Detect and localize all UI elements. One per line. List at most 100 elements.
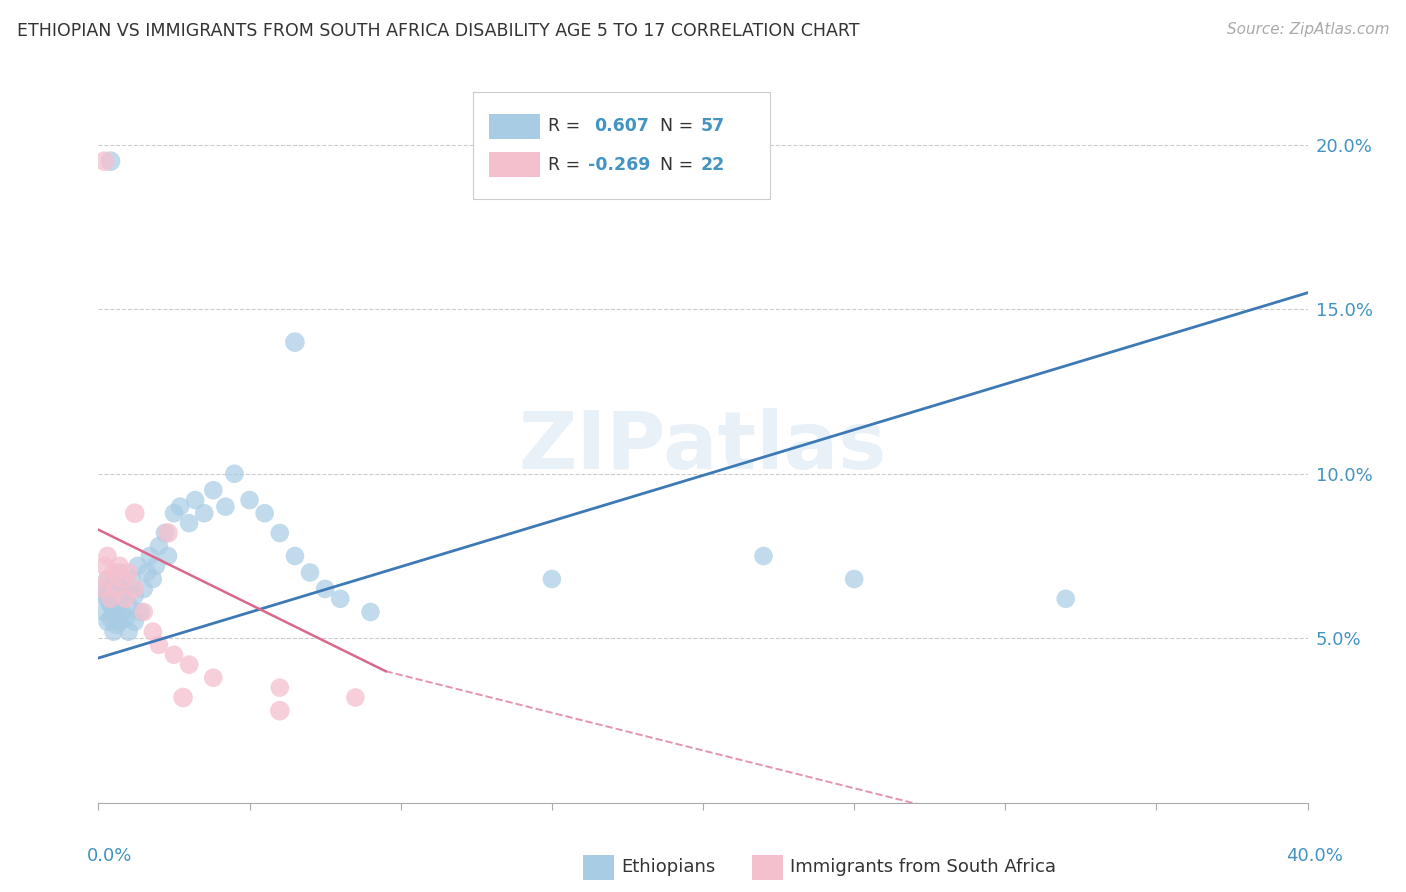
- Point: [118, 566, 141, 580]
- Point: [239, 493, 262, 508]
- Point: [96, 549, 118, 563]
- Point: [202, 483, 225, 498]
- Point: [90, 589, 112, 603]
- Point: [127, 558, 149, 573]
- Text: ZIPatlas: ZIPatlas: [519, 409, 887, 486]
- FancyBboxPatch shape: [489, 113, 540, 138]
- Text: N =: N =: [648, 117, 699, 135]
- Point: [111, 605, 134, 619]
- Point: [132, 582, 155, 596]
- Text: R =: R =: [548, 155, 586, 174]
- FancyBboxPatch shape: [474, 92, 769, 200]
- Point: [172, 690, 194, 705]
- Point: [163, 506, 186, 520]
- Point: [299, 566, 322, 580]
- Point: [540, 572, 562, 586]
- Point: [156, 549, 179, 563]
- Point: [132, 605, 155, 619]
- Point: [269, 526, 291, 541]
- Point: [108, 566, 131, 580]
- Point: [124, 582, 146, 596]
- Point: [284, 549, 307, 563]
- Point: [163, 648, 186, 662]
- Point: [118, 624, 141, 639]
- Point: [100, 591, 122, 606]
- Point: [111, 582, 134, 596]
- Point: [108, 558, 131, 573]
- Point: [179, 657, 201, 672]
- Point: [108, 615, 131, 629]
- Text: R =: R =: [548, 117, 586, 135]
- Point: [129, 605, 152, 619]
- Point: [224, 467, 246, 481]
- Point: [179, 516, 201, 530]
- Text: ETHIOPIAN VS IMMIGRANTS FROM SOUTH AFRICA DISABILITY AGE 5 TO 17 CORRELATION CHA: ETHIOPIAN VS IMMIGRANTS FROM SOUTH AFRIC…: [17, 22, 859, 40]
- Point: [139, 549, 162, 563]
- Point: [193, 506, 215, 520]
- Point: [118, 599, 141, 613]
- Point: [105, 572, 128, 586]
- Point: [103, 566, 125, 580]
- Point: [100, 599, 122, 613]
- Point: [93, 558, 115, 573]
- Bar: [752, 855, 783, 880]
- Point: [100, 585, 122, 599]
- Bar: [583, 855, 614, 880]
- Point: [124, 615, 146, 629]
- Point: [148, 539, 170, 553]
- Point: [844, 572, 866, 586]
- Point: [105, 599, 128, 613]
- Point: [105, 582, 128, 596]
- Point: [253, 506, 276, 520]
- Point: [90, 582, 112, 596]
- Point: [329, 591, 352, 606]
- Point: [1054, 591, 1077, 606]
- Point: [269, 681, 291, 695]
- Point: [148, 638, 170, 652]
- Point: [284, 335, 307, 350]
- Point: [169, 500, 191, 514]
- FancyBboxPatch shape: [489, 152, 540, 178]
- Point: [214, 500, 236, 514]
- Point: [145, 558, 167, 573]
- Point: [111, 572, 134, 586]
- Text: 22: 22: [700, 155, 725, 174]
- Point: [360, 605, 382, 619]
- Point: [135, 566, 157, 580]
- Point: [103, 624, 125, 639]
- Text: 0.607: 0.607: [595, 117, 650, 135]
- Text: -0.269: -0.269: [588, 155, 651, 174]
- Text: 57: 57: [700, 117, 724, 135]
- Text: 0.0%: 0.0%: [87, 847, 132, 865]
- Point: [103, 579, 125, 593]
- Point: [124, 589, 146, 603]
- Point: [142, 624, 165, 639]
- Text: Source: ZipAtlas.com: Source: ZipAtlas.com: [1226, 22, 1389, 37]
- Point: [108, 591, 131, 606]
- Point: [114, 591, 136, 606]
- Point: [314, 582, 336, 596]
- Point: [93, 154, 115, 169]
- Point: [156, 526, 179, 541]
- Point: [105, 618, 128, 632]
- Point: [344, 690, 367, 705]
- Point: [96, 572, 118, 586]
- Point: [96, 591, 118, 606]
- Point: [96, 615, 118, 629]
- Point: [752, 549, 775, 563]
- Text: 40.0%: 40.0%: [1286, 847, 1343, 865]
- Point: [121, 572, 143, 586]
- Point: [114, 585, 136, 599]
- Text: Ethiopians: Ethiopians: [621, 858, 716, 877]
- Point: [153, 526, 176, 541]
- Point: [202, 671, 225, 685]
- Point: [142, 572, 165, 586]
- Point: [124, 506, 146, 520]
- Point: [100, 154, 122, 169]
- Point: [100, 611, 122, 625]
- Point: [114, 611, 136, 625]
- Point: [93, 605, 115, 619]
- Point: [96, 572, 118, 586]
- Point: [184, 493, 207, 508]
- Point: [93, 582, 115, 596]
